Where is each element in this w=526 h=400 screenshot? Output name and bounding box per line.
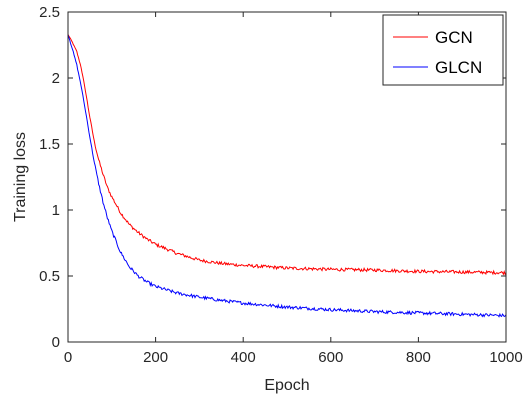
legend-label-gcn: GCN: [435, 28, 473, 47]
y-tick-label: 2: [52, 70, 60, 87]
y-tick-label: 1.5: [39, 136, 60, 153]
x-tick-label: 600: [318, 349, 343, 366]
series-line-glcn: [67, 34, 507, 318]
series-group: [67, 34, 507, 318]
y-tick-label: 2.5: [39, 4, 60, 21]
legend-box: [382, 14, 504, 86]
x-tick-label: 400: [231, 349, 256, 366]
x-tick-label: 200: [143, 349, 168, 366]
legend-label-glcn: GLCN: [435, 58, 482, 77]
x-tick-label: 800: [406, 349, 431, 366]
axes-group: 0 200 400 600 800 1000 0 0.5 1 1.5 2 2.5: [39, 4, 523, 366]
y-tick-label: 0: [52, 334, 60, 351]
series-line-gcn: [67, 34, 507, 276]
x-tick-label: 1000: [489, 349, 522, 366]
y-axis-label: Training loss: [12, 132, 29, 222]
legend: GCN GLCN: [382, 14, 504, 86]
x-tick-label: 0: [64, 349, 72, 366]
x-axis-label: Epoch: [264, 377, 309, 394]
y-tick-label: 1: [52, 202, 60, 219]
axes-frame: [67, 11, 507, 343]
y-tick-label: 0.5: [39, 268, 60, 285]
